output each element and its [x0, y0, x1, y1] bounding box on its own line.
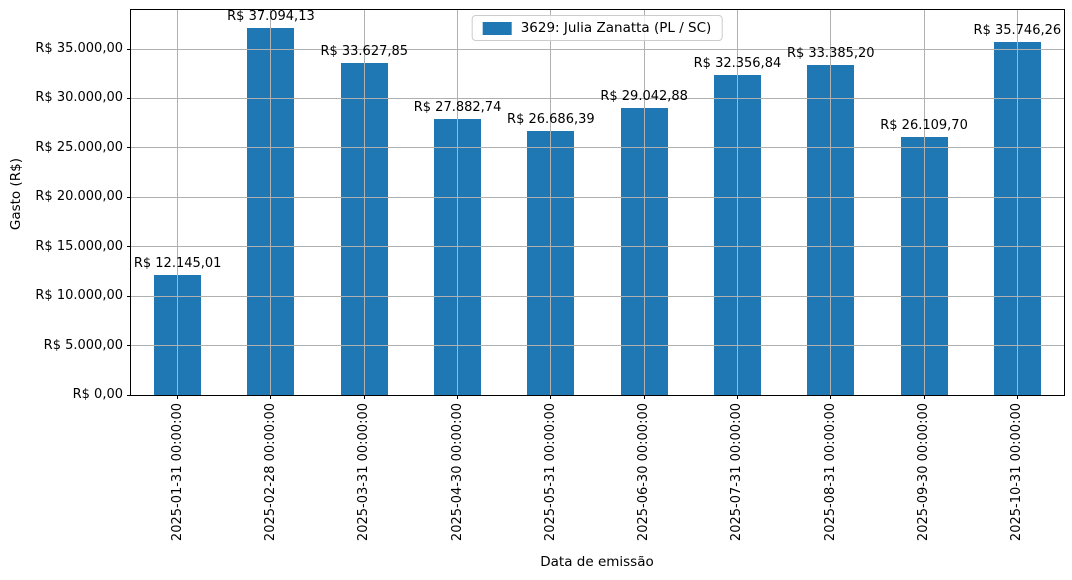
bar-value-label: R$ 12.145,01: [133, 255, 222, 271]
x-tick-mark: [1016, 395, 1018, 399]
legend: 3629: Julia Zanatta (PL / SC): [471, 15, 723, 41]
x-tick-label: 2025-03-31 00:00:00: [356, 403, 372, 542]
legend-color-swatch: [482, 21, 512, 35]
x-tick-mark: [736, 395, 738, 399]
gridline-vertical: [830, 10, 832, 395]
y-tick-mark: [127, 196, 131, 198]
gridline-vertical: [1016, 10, 1018, 395]
y-tick-mark: [127, 147, 131, 149]
y-tick-mark: [127, 394, 131, 396]
x-tick-mark: [550, 395, 552, 399]
y-tick-label: R$ 0,00: [72, 387, 123, 402]
y-tick-label: R$ 35.000,00: [35, 41, 123, 57]
x-tick-label: 2025-07-31 00:00:00: [729, 403, 745, 542]
x-axis-title: Data de emissão: [540, 554, 654, 570]
y-tick-label: R$ 10.000,00: [35, 288, 123, 304]
bar-value-label: R$ 27.882,74: [413, 100, 502, 116]
x-tick-mark: [923, 395, 925, 399]
bar-value-label: R$ 33.627,85: [320, 43, 409, 59]
gridline-vertical: [736, 10, 738, 395]
bar-value-label: R$ 26.109,70: [880, 117, 968, 133]
gridline-horizontal: [131, 345, 1064, 347]
y-tick-label: R$ 5.000,00: [43, 337, 123, 353]
y-tick-mark: [127, 97, 131, 99]
y-tick-label: R$ 20.000,00: [35, 189, 123, 205]
y-tick-mark: [127, 246, 131, 248]
gridline-horizontal: [131, 295, 1064, 297]
gridline-vertical: [363, 10, 365, 395]
bar-value-label: R$ 35.746,26: [973, 22, 1062, 38]
x-tick-mark: [830, 395, 832, 399]
y-tick-mark: [127, 48, 131, 50]
x-tick-label: 2025-06-30 00:00:00: [636, 403, 652, 542]
x-tick-mark: [270, 395, 272, 399]
gridline-horizontal: [131, 147, 1064, 149]
x-tick-mark: [643, 395, 645, 399]
x-tick-label: 2025-09-30 00:00:00: [916, 403, 932, 542]
x-tick-label: 2025-02-28 00:00:00: [262, 403, 278, 542]
gridline-horizontal: [131, 48, 1064, 50]
gridline-vertical: [270, 10, 272, 395]
y-tick-mark: [127, 295, 131, 297]
y-tick-label: R$ 15.000,00: [35, 238, 123, 254]
legend-label: 3629: Julia Zanatta (PL / SC): [520, 20, 712, 36]
gridline-horizontal: [131, 196, 1064, 198]
bar-value-label: R$ 37.094,13: [227, 9, 315, 25]
x-tick-label: 2025-04-30 00:00:00: [449, 403, 465, 542]
bar-value-label: R$ 33.385,20: [786, 45, 875, 61]
gridline-vertical: [457, 10, 459, 395]
y-tick-label: R$ 25.000,00: [35, 139, 123, 155]
x-tick-label: 2025-01-31 00:00:00: [169, 403, 185, 542]
gridline-vertical: [550, 10, 552, 395]
gridline-vertical: [923, 10, 925, 395]
x-tick-label: 2025-08-31 00:00:00: [822, 403, 838, 542]
bar-value-label: R$ 32.356,84: [693, 56, 782, 72]
gridline-horizontal: [131, 97, 1064, 99]
y-tick-label: R$ 30.000,00: [35, 90, 123, 106]
x-tick-label: 2025-05-31 00:00:00: [542, 403, 558, 542]
gridline-vertical: [177, 10, 179, 395]
x-tick-mark: [177, 395, 179, 399]
gridline-horizontal: [131, 246, 1064, 248]
y-tick-mark: [127, 345, 131, 347]
gridline-vertical: [643, 10, 645, 395]
x-tick-mark: [457, 395, 459, 399]
x-tick-mark: [363, 395, 365, 399]
bar-value-label: R$ 29.042,88: [600, 88, 688, 104]
x-tick-label: 2025-10-31 00:00:00: [1009, 403, 1025, 542]
bar-value-label: R$ 26.686,39: [507, 112, 595, 128]
